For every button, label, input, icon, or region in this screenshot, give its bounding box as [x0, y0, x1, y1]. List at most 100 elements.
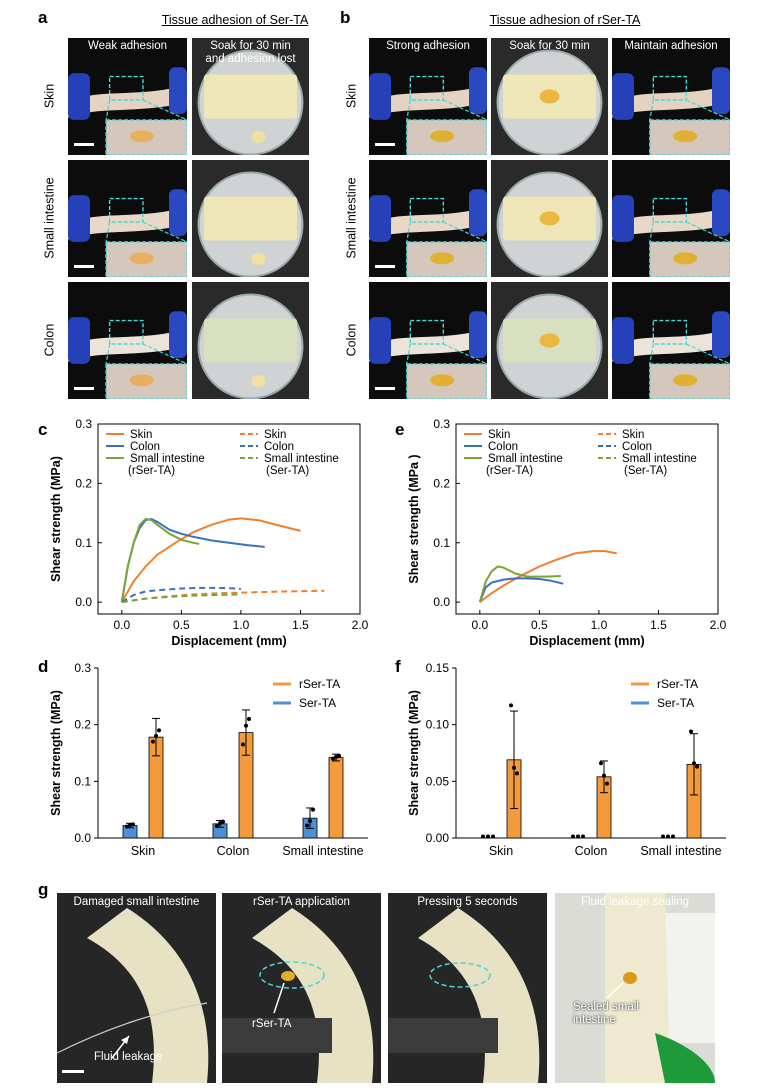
data-point	[491, 834, 495, 839]
scale-bar	[375, 143, 395, 146]
legend-label: (Ser-TA)	[266, 465, 309, 477]
series-line-rser-ta-small-intestine	[478, 565, 561, 603]
category-label: Small intestine	[640, 844, 721, 858]
scale-bar	[375, 265, 395, 268]
tissue-image	[192, 38, 309, 155]
tissue-sample	[204, 196, 297, 241]
legend-label: Small intestine	[264, 453, 339, 465]
glove	[369, 73, 391, 120]
data-point	[125, 824, 129, 829]
y-tick-label: 0.2	[74, 718, 91, 732]
data-point	[131, 822, 135, 827]
category-label: Small intestine	[282, 844, 363, 858]
y-axis-label: Shear strength (MPa)	[49, 456, 63, 582]
legend-label: rSer-TA	[657, 677, 698, 691]
data-point	[602, 773, 606, 778]
g-header-2: rSer-TA application	[253, 896, 350, 908]
panel-b-photo: Strong adhesion	[369, 38, 487, 155]
adhesive-piece	[430, 252, 455, 265]
legend-label: Small intestine	[622, 453, 697, 465]
series-line-ser-ta-small-intestine	[121, 593, 241, 604]
data-point	[671, 834, 675, 839]
adhesive-piece	[251, 131, 266, 143]
legend-label: Skin	[488, 429, 510, 441]
y-tick-label: 0.05	[426, 774, 450, 788]
panel-b-photo: Maintain adhesion	[612, 38, 730, 155]
data-point	[481, 834, 485, 839]
data-point	[666, 834, 670, 839]
category-label: Skin	[489, 844, 513, 858]
data-point	[308, 819, 312, 823]
x-tick-label: 1.0	[233, 618, 250, 632]
g-photo-sealing: Fluid leakage sealing Sealed small intes…	[555, 893, 715, 1083]
legend-label: Ser-TA	[657, 696, 694, 710]
category-label: Skin	[131, 844, 155, 858]
tissue-image	[491, 160, 608, 277]
panel-b-photo	[369, 160, 487, 277]
tissue-strip	[369, 328, 487, 362]
data-point	[331, 756, 335, 761]
tissue-image	[192, 160, 309, 277]
x-axis-label: Displacement (mm)	[171, 634, 286, 648]
panel-c-letter: c	[38, 420, 48, 439]
zoom-box	[409, 197, 445, 223]
glove	[369, 195, 391, 242]
y-axis-label: Shear strength (MPa )	[407, 454, 421, 583]
plot-frame	[455, 423, 719, 615]
tissue-image	[68, 38, 187, 155]
tissue-image	[612, 38, 730, 155]
series-line-rser-ta-skin	[479, 550, 617, 603]
g-header-3: Pressing 5 seconds	[417, 896, 518, 908]
series-line-ser-ta-colon	[121, 586, 242, 603]
y-tick-label: 0.2	[433, 476, 450, 490]
y-tick-label: 0.1	[433, 536, 450, 550]
scale-bar	[74, 265, 94, 268]
data-point	[218, 821, 222, 826]
glove	[369, 317, 391, 364]
zoom-box	[652, 197, 688, 223]
adhesive-piece	[430, 374, 455, 387]
series-line-rser-ta-small-intestine	[120, 517, 200, 603]
fluid-leakage-label: Fluid leakage	[94, 1051, 163, 1063]
data-point	[571, 834, 575, 839]
panel-a-title: Tissue adhesion of Ser-TA	[161, 13, 309, 27]
legend-label: Skin	[622, 429, 644, 441]
tissue-image	[491, 282, 608, 399]
panel-a-row-label: Skin	[42, 83, 56, 108]
sealed-intestine-label: Sealed small intestine	[573, 1001, 639, 1026]
data-point	[244, 723, 248, 728]
y-tick-label: 0.0	[75, 595, 92, 609]
scale-bar	[62, 1070, 84, 1073]
data-point	[512, 765, 516, 770]
panel-a-row-label: Colon	[42, 323, 56, 356]
data-point	[128, 822, 132, 827]
panel-b-title: Tissue adhesion of rSer-TA	[489, 13, 641, 27]
zoom-box	[108, 319, 144, 345]
series-line-rser-ta-colon	[478, 577, 564, 603]
data-point	[221, 819, 225, 824]
panel-e-letter: e	[395, 420, 405, 439]
adhesive-piece	[129, 374, 154, 387]
x-tick-label: 0.5	[531, 618, 548, 632]
glove	[169, 311, 187, 359]
chart-f-bar: 0.00 0.05 0.10 0.15 Shear strength (MPa) Skin…	[407, 661, 726, 858]
panel-b-column-header: Soak for 30 min	[509, 40, 590, 52]
zoom-box	[108, 197, 144, 223]
tissue-image	[369, 282, 487, 399]
tissue-image	[68, 160, 187, 277]
tissue-strip	[68, 84, 187, 118]
data-point	[486, 834, 490, 839]
tissue-strip	[612, 328, 730, 362]
panel-g-letter: g	[38, 880, 49, 899]
y-axis-label: Shear strength (MPa)	[407, 690, 421, 816]
legend-label: Skin	[130, 429, 152, 441]
legend-label: Colon	[264, 441, 294, 453]
data-point	[605, 781, 609, 786]
panel-b-photo	[612, 160, 730, 277]
panel-b-photo	[491, 282, 608, 399]
adhesive-piece	[539, 211, 560, 226]
panel-b-letter: b	[340, 8, 351, 27]
intestine-image-2	[222, 893, 381, 1083]
tissue-image	[612, 282, 730, 399]
tissue-image	[369, 160, 487, 277]
